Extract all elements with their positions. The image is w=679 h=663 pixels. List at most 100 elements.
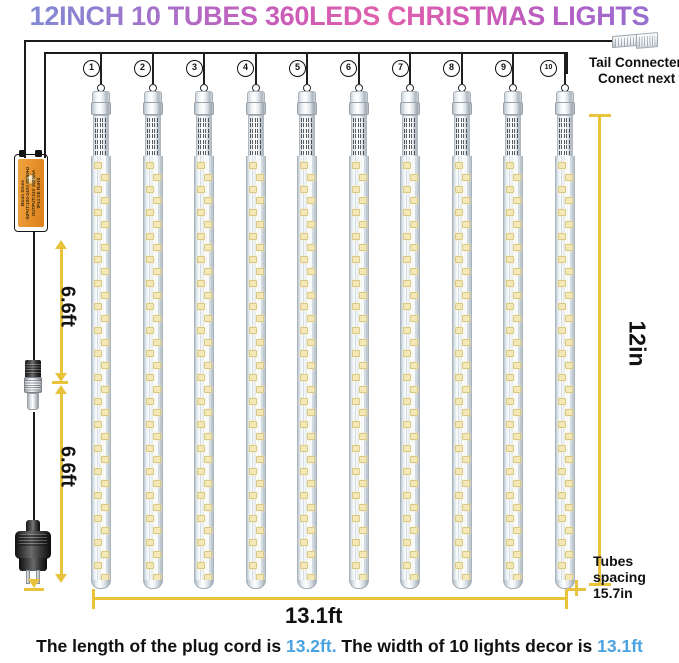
tube-led <box>565 315 573 323</box>
tube-led <box>300 303 308 311</box>
tube-led <box>307 362 315 370</box>
caption-value-cord-length: 13.2ft. <box>285 636 337 656</box>
led-tube-10 <box>554 84 576 589</box>
tube-led <box>455 232 463 240</box>
adapter-brand-logo-icon <box>25 174 37 185</box>
tube-led <box>153 197 161 205</box>
tube-led <box>307 197 315 205</box>
tube-led <box>558 303 566 311</box>
tube-led <box>455 397 463 405</box>
tube-led <box>403 256 411 264</box>
tube-led <box>249 303 257 311</box>
tube-led <box>146 256 154 264</box>
tube-led <box>410 432 418 440</box>
tube-led <box>506 421 514 429</box>
tube-led <box>153 291 161 299</box>
tube-led <box>359 385 367 393</box>
tube-led <box>307 220 315 228</box>
connector-female-tip <box>27 393 39 410</box>
tube-led <box>300 515 308 523</box>
tube-led <box>204 550 212 558</box>
dim-label-cord-lower: 6.6ft <box>56 445 79 488</box>
tube-led <box>197 232 205 240</box>
tube-led <box>462 197 470 205</box>
dim-label-cord-upper: 6.6ft <box>56 285 79 328</box>
tube-led <box>513 550 521 558</box>
tube-led <box>513 432 521 440</box>
tube-led <box>256 173 264 181</box>
tube-spec-label <box>402 115 418 157</box>
tube-led <box>410 220 418 228</box>
led-tube-6 <box>348 84 370 589</box>
tube-led <box>300 326 308 334</box>
tube-led <box>403 209 411 217</box>
tube-collar <box>246 102 266 115</box>
tube-spec-label <box>145 115 161 157</box>
tube-led <box>462 338 470 346</box>
tube-led <box>352 279 360 287</box>
tube-tip <box>194 580 214 589</box>
tube-led <box>506 538 514 546</box>
tube-led <box>249 374 257 381</box>
drop-wire <box>203 52 205 84</box>
tube-led <box>197 538 205 546</box>
led-tube-2 <box>142 84 164 589</box>
tube-led <box>455 303 463 311</box>
tube-led <box>256 268 264 275</box>
tube-led <box>455 538 463 546</box>
adapter-face <box>18 159 44 227</box>
tube-led <box>506 326 514 334</box>
tube-led <box>204 527 212 535</box>
connector-male-shell <box>25 360 41 377</box>
tube-led <box>455 279 463 287</box>
tube-led <box>146 185 154 193</box>
tube-led <box>352 209 360 217</box>
tube-led <box>300 374 308 381</box>
tube-led <box>94 468 102 476</box>
tube-led <box>146 162 154 169</box>
tube-led <box>94 444 102 452</box>
tube-led <box>204 197 212 205</box>
tube-led <box>403 421 411 429</box>
tube-led <box>256 432 264 440</box>
tube-led <box>558 185 566 193</box>
led-tube-9 <box>502 84 524 589</box>
tube-led <box>249 209 257 217</box>
tube-led <box>462 173 470 181</box>
tube-led <box>359 432 367 440</box>
tube-led <box>101 173 109 181</box>
tube-led <box>307 527 315 535</box>
tube-led <box>307 432 315 440</box>
power-adapter: Moon Stone INPUT:100-240V 50/60Hz OUTPUT… <box>14 150 54 236</box>
tube-tip <box>452 580 472 589</box>
tube-led <box>256 315 264 323</box>
tube-led <box>94 374 102 381</box>
tube-led <box>197 209 205 217</box>
tube-led <box>204 385 212 393</box>
tube-led <box>197 326 205 334</box>
tube-led <box>249 256 257 264</box>
tube-led <box>300 562 308 570</box>
tube-led <box>462 291 470 299</box>
tube-led <box>94 515 102 523</box>
tube-led <box>462 503 470 511</box>
drop-wire <box>564 52 566 84</box>
tube-led <box>565 197 573 205</box>
tube-led <box>410 197 418 205</box>
spacing-label-line3: 15.7in <box>593 585 633 601</box>
tube-led <box>558 491 566 499</box>
tube-led <box>558 562 566 570</box>
dim-line <box>598 114 601 586</box>
tube-led <box>506 185 514 193</box>
tube-led <box>558 232 566 240</box>
tube-led <box>462 432 470 440</box>
tube-led <box>352 468 360 476</box>
tube-led <box>455 162 463 169</box>
tube-led <box>410 315 418 323</box>
tube-led <box>565 338 573 346</box>
tube-collar <box>349 102 369 115</box>
dim-arrow-up <box>55 240 67 249</box>
tube-led <box>204 409 212 417</box>
tube-led <box>359 291 367 299</box>
tube-led <box>455 515 463 523</box>
